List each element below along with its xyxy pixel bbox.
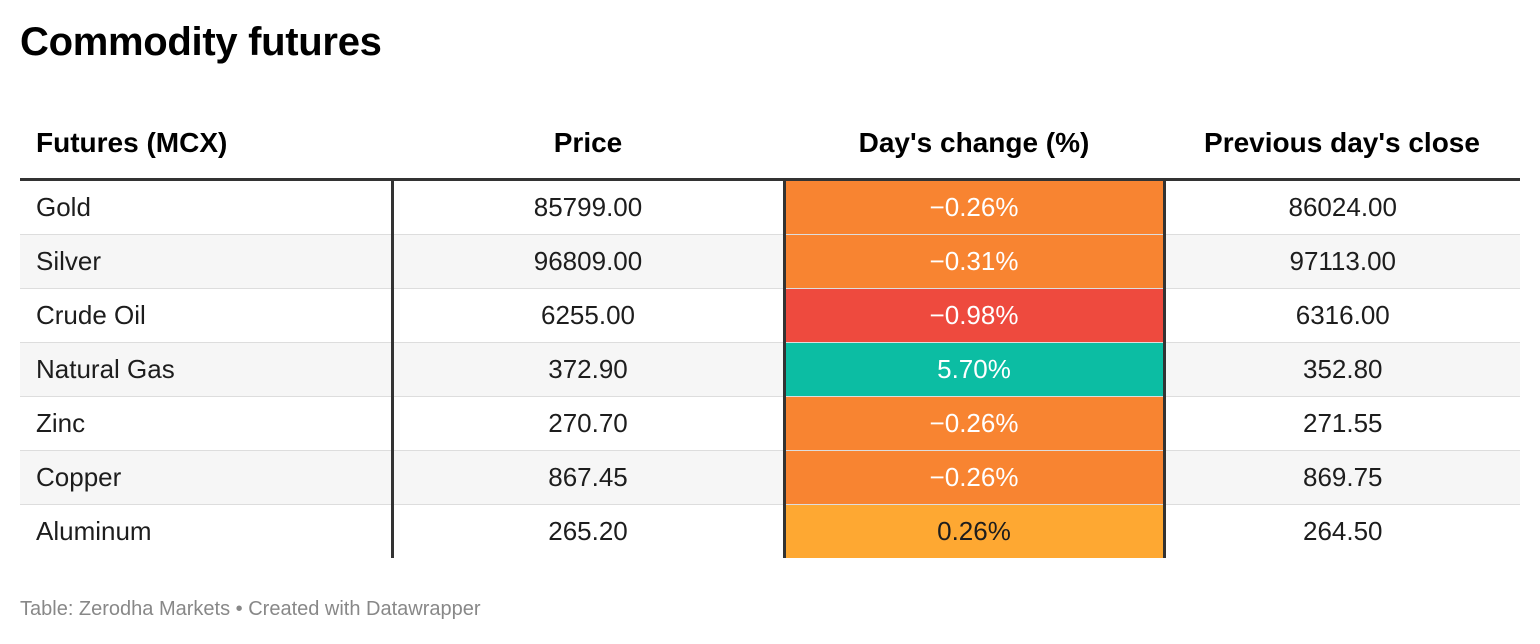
price-cell: 96809.00 xyxy=(392,234,786,289)
previous-close-cell: 352.80 xyxy=(1164,342,1520,397)
price-cell: 372.90 xyxy=(392,342,786,397)
header-futures[interactable]: Futures (MCX) xyxy=(20,108,392,181)
price-cell: 6255.00 xyxy=(392,288,786,343)
days-change-cell: −0.26% xyxy=(784,179,1166,235)
days-change-cell: 5.70% xyxy=(784,342,1166,397)
previous-close-cell: 97113.00 xyxy=(1164,234,1520,289)
header-days-change[interactable]: Day's change (%) xyxy=(784,108,1164,181)
price-cell: 85799.00 xyxy=(392,179,786,235)
header-previous-close[interactable]: Previous day's close xyxy=(1164,108,1520,181)
days-change-cell: −0.26% xyxy=(784,450,1166,505)
chart-title: Commodity futures xyxy=(20,20,382,64)
commodity-name-cell: Gold xyxy=(20,179,394,235)
commodity-name-cell: Natural Gas xyxy=(20,342,394,397)
table-row: Aluminum 265.20 0.26% 264.50 xyxy=(20,504,1520,558)
table-row: Natural Gas 372.90 5.70% 352.80 xyxy=(20,342,1520,397)
commodity-name-cell: Crude Oil xyxy=(20,288,394,343)
days-change-cell: −0.26% xyxy=(784,396,1166,451)
commodity-table: Futures (MCX) Price Day's change (%) Pre… xyxy=(20,108,1520,558)
table-row: Copper 867.45 −0.26% 869.75 xyxy=(20,450,1520,505)
commodity-name-cell: Copper xyxy=(20,450,394,505)
previous-close-cell: 264.50 xyxy=(1302,516,1383,546)
source-footer: Table: Zerodha Markets • Created with Da… xyxy=(20,598,481,620)
commodity-name-cell: Zinc xyxy=(20,396,394,451)
previous-close-cell: 869.75 xyxy=(1164,450,1520,505)
commodity-name-cell: Silver xyxy=(20,234,394,289)
price-cell: 270.70 xyxy=(392,396,786,451)
table-row: Gold 85799.00 −0.26% 86024.00 xyxy=(20,179,1520,235)
header-row: Futures (MCX) Price Day's change (%) Pre… xyxy=(20,108,1520,181)
previous-close-cell: 86024.00 xyxy=(1164,179,1520,235)
table-row: Crude Oil 6255.00 −0.98% 6316.00 xyxy=(20,288,1520,343)
days-change-cell: −0.31% xyxy=(784,234,1166,289)
table-row: Zinc 270.70 −0.26% 271.55 xyxy=(20,396,1520,451)
price-cell: 265.20 xyxy=(392,504,786,558)
days-change-cell: −0.98% xyxy=(784,288,1166,343)
previous-close-cell: 6316.00 xyxy=(1164,288,1520,343)
days-change-cell: 0.26% xyxy=(784,504,1166,558)
header-price[interactable]: Price xyxy=(392,108,784,181)
previous-close-cell: 271.55 xyxy=(1164,396,1520,451)
table-body: Gold 85799.00 −0.26% 86024.00 Silver 96809.00… xyxy=(20,179,1520,558)
commodity-name-cell: Aluminum xyxy=(20,504,394,558)
table-row: Silver 96809.00 −0.31% 97113.00 xyxy=(20,234,1520,289)
price-cell: 867.45 xyxy=(392,450,786,505)
